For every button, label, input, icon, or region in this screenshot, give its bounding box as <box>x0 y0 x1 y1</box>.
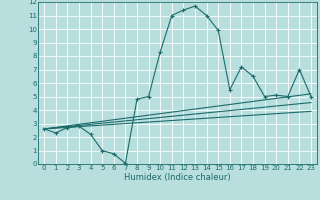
X-axis label: Humidex (Indice chaleur): Humidex (Indice chaleur) <box>124 173 231 182</box>
